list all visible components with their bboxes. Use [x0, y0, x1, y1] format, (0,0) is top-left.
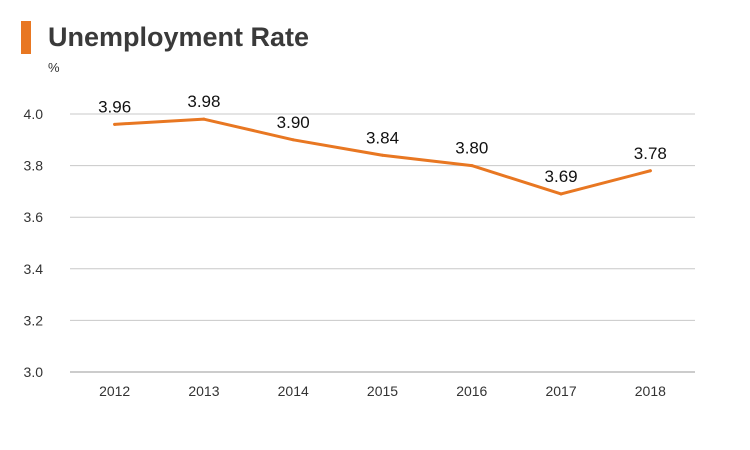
x-tick-label: 2012	[99, 383, 130, 399]
data-label: 3.84	[366, 128, 399, 147]
data-labels: 3.96 3.98 3.90 3.84 3.80 3.69 3.78	[98, 92, 667, 186]
data-point	[291, 138, 295, 142]
title-accent-bar	[21, 21, 31, 54]
series-line	[113, 117, 652, 196]
x-tick-label: 2014	[278, 383, 309, 399]
y-axis-ticks: 3.0 3.2 3.4 3.6 3.8 4.0	[24, 106, 44, 380]
data-point	[381, 153, 384, 157]
data-label: 3.69	[545, 167, 578, 186]
data-label: 3.90	[277, 113, 310, 132]
data-label: 3.78	[634, 144, 667, 163]
y-tick-label: 4.0	[24, 106, 44, 122]
x-tick-label: 2013	[188, 383, 219, 399]
x-axis-ticks: 2012 2013 2014 2015 2016 2017 2018	[99, 383, 666, 399]
x-tick-label: 2016	[456, 383, 487, 399]
y-tick-label: 3.8	[24, 158, 44, 174]
data-label: 3.98	[187, 92, 220, 111]
data-point	[470, 164, 474, 168]
data-point	[559, 192, 563, 196]
y-tick-label: 3.0	[24, 364, 44, 380]
gridlines	[70, 113, 695, 373]
x-tick-label: 2017	[545, 383, 576, 399]
x-tick-label: 2015	[367, 383, 398, 399]
x-tick-label: 2018	[635, 383, 666, 399]
y-tick-label: 3.2	[24, 312, 44, 328]
data-point	[202, 117, 206, 121]
data-label: 3.80	[455, 139, 488, 158]
y-tick-label: 3.6	[24, 209, 44, 225]
data-label: 3.96	[98, 97, 131, 116]
y-axis-unit-label: %	[48, 60, 60, 75]
data-point	[113, 122, 117, 126]
chart-title: Unemployment Rate	[48, 22, 310, 52]
data-point	[648, 169, 652, 173]
y-tick-label: 3.4	[24, 261, 44, 277]
